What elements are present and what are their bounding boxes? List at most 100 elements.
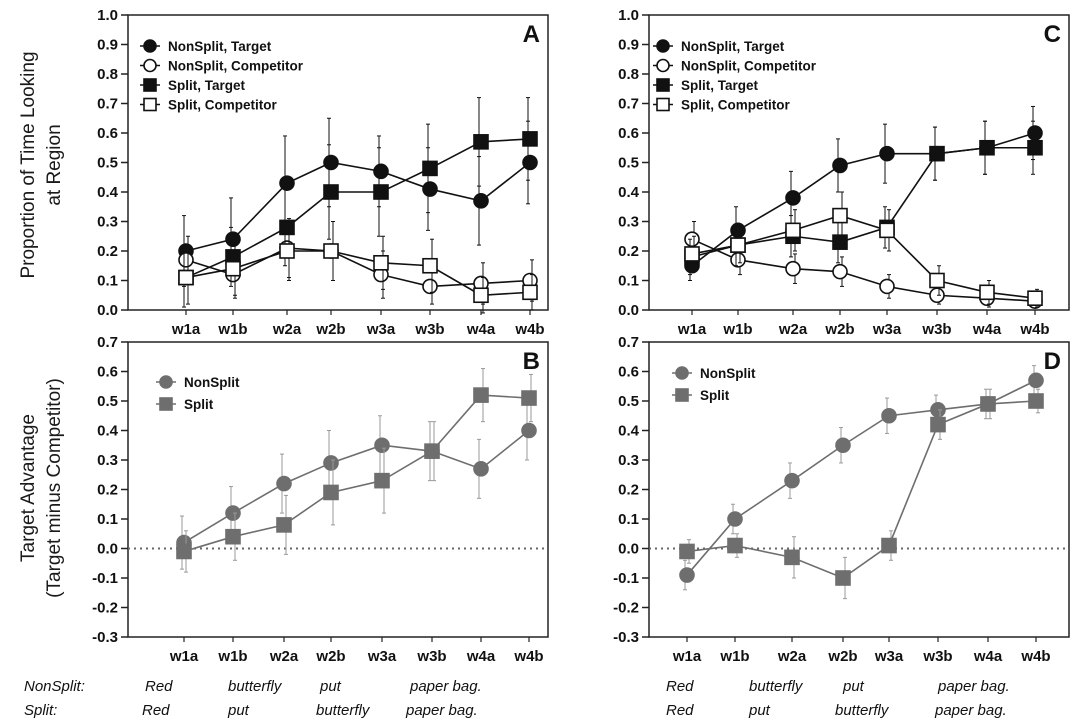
data-point — [930, 416, 946, 433]
x-tick-label: w2a — [269, 648, 299, 665]
data-point — [1027, 139, 1043, 156]
data-point — [879, 278, 895, 295]
y-tick-label: 0.1 — [97, 273, 118, 290]
data-point — [785, 190, 801, 206]
left-nonsplit-word: Red — [145, 678, 173, 695]
data-point — [730, 237, 746, 253]
x-tick-label: w4b — [1019, 321, 1049, 338]
legend: NonSplit Split — [672, 366, 756, 403]
data-point — [881, 537, 897, 554]
x-tick-label: w4a — [466, 648, 496, 665]
data-point — [785, 222, 801, 239]
series-split — [679, 388, 1044, 600]
legend-marker — [143, 39, 157, 53]
data-point — [1027, 125, 1043, 141]
data-point — [832, 207, 848, 224]
data-point — [279, 243, 295, 259]
split-row-label: Split: — [24, 702, 57, 719]
right-nonsplit-word: butterfly — [749, 678, 804, 695]
data-point — [832, 234, 848, 250]
panel-a: 0.0 0.1 0.2 0.3 0.4 0.5 0.6 0.7 0.8 0.9 1.0 w1a w1b w… — [97, 7, 549, 338]
data-point — [979, 284, 995, 301]
data-point — [929, 145, 945, 162]
x-tick-label: w2b — [824, 321, 854, 338]
data-point — [521, 422, 537, 439]
y-tick-label: 0.1 — [618, 273, 639, 290]
legend-label: Split, Competitor — [681, 98, 790, 113]
x-tick-label: w3a — [872, 321, 902, 338]
plot-frame — [648, 341, 1070, 638]
x-tick-label: w2b — [827, 648, 857, 665]
data-point — [279, 219, 295, 236]
data-point — [784, 549, 800, 566]
y-tick-label: 0.4 — [97, 423, 119, 440]
data-point — [323, 154, 339, 171]
legend-label: Split — [184, 397, 214, 412]
data-point — [679, 543, 695, 560]
x-tick-label: w2a — [777, 648, 807, 665]
panel-c: 0.0 0.1 0.2 0.3 0.4 0.5 0.6 0.7 0.8 0.9 1.0 w1a w1b w… — [618, 7, 1070, 338]
data-point — [373, 163, 389, 180]
y-tick-label: -0.2 — [92, 600, 118, 617]
x-tick-label: w1a — [672, 648, 702, 665]
data-point — [727, 537, 743, 554]
left-nonsplit-word: butterfly — [228, 678, 283, 695]
panel-letter: D — [1044, 348, 1061, 375]
series-line — [183, 394, 530, 553]
legend-marker — [143, 78, 157, 92]
legend-label: NonSplit — [184, 375, 240, 390]
x-tick-label: w3b — [416, 648, 446, 665]
data-point — [473, 193, 489, 209]
y-tick-label: 0.0 — [618, 541, 639, 558]
ylabel-bottom-line1: Target Advantage — [18, 414, 39, 562]
legend: NonSplit, Target NonSplit, Competitor Spli… — [653, 39, 817, 113]
sentence-annotations-left: NonSplit: Split: Red butterfly put paper… — [24, 678, 482, 719]
data-point — [521, 390, 537, 406]
data-point — [422, 278, 438, 295]
y-tick-label: 0.4 — [618, 184, 640, 201]
legend-label: NonSplit, Competitor — [681, 59, 817, 74]
data-point — [980, 396, 996, 412]
legend-label: NonSplit, Competitor — [168, 59, 304, 74]
legend-marker — [143, 97, 157, 112]
data-point — [473, 387, 489, 403]
data-point — [323, 484, 339, 501]
legend-marker — [675, 366, 689, 380]
data-point — [225, 260, 241, 277]
right-nonsplit-word: Red — [666, 678, 694, 695]
x-tick-label: w4a — [466, 321, 496, 338]
legend-marker — [159, 397, 173, 411]
series-split-competitor — [684, 191, 1043, 308]
data-point — [727, 511, 743, 527]
x-tick-label: w4a — [972, 321, 1002, 338]
panel-letter: B — [523, 348, 540, 375]
y-tick-label: 0.0 — [97, 541, 118, 558]
data-point — [374, 472, 390, 489]
series-split — [176, 368, 537, 573]
series-line — [183, 429, 530, 544]
series-line — [691, 214, 1036, 299]
x-tick-label: w1b — [719, 648, 749, 665]
y-tick-label: 0.5 — [618, 155, 639, 172]
data-point — [1028, 393, 1044, 409]
data-point — [679, 567, 695, 583]
y-tick-label: 1.0 — [97, 7, 118, 24]
x-tick-label: w2b — [315, 648, 345, 665]
y-tick-label: 0.8 — [97, 66, 118, 83]
x-tick-label: w3a — [874, 648, 904, 665]
x-tick-label: w1a — [169, 648, 199, 665]
data-point — [730, 252, 746, 268]
x-tick-label: w3b — [921, 321, 951, 338]
y-tick-label: 0.5 — [97, 393, 118, 410]
left-split-word: paper bag. — [405, 702, 478, 719]
sentence-annotations-right: Red butterfly put paper bag. Red put but… — [666, 678, 1010, 719]
x-tick-label: w1b — [217, 321, 247, 338]
nonsplit-row-label: NonSplit: — [24, 678, 85, 695]
data-point — [178, 252, 194, 268]
legend-label: NonSplit, Target — [168, 39, 272, 54]
data-point — [276, 475, 292, 492]
x-tick-label: w2a — [778, 321, 808, 338]
data-point — [473, 287, 489, 304]
right-split-word: Red — [666, 702, 694, 719]
legend-label: Split, Target — [168, 78, 246, 93]
